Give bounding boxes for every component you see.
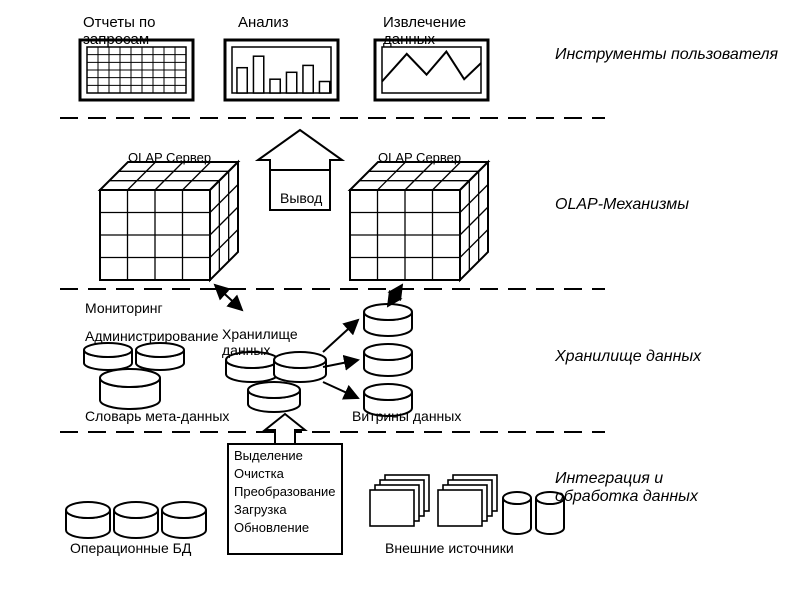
layer-integ-title: Интеграция и обработка данных bbox=[555, 470, 715, 507]
analysis-label: Анализ bbox=[238, 14, 289, 31]
olap-left-label: OLAP Сервер bbox=[128, 151, 211, 166]
opdb-label: Операционные БД bbox=[70, 540, 191, 556]
layer-store-title: Хранилище данных bbox=[555, 348, 701, 366]
svg-text:Загрузка: Загрузка bbox=[234, 502, 287, 517]
olap-right-label: OLAP Сервер bbox=[378, 151, 461, 166]
svg-text:Обновление: Обновление bbox=[234, 520, 309, 535]
extract-label: Извлечение данных bbox=[383, 14, 503, 49]
dict-label: Словарь мета-данных bbox=[85, 408, 229, 424]
svg-text:Преобразование: Преобразование bbox=[234, 484, 336, 499]
reports-label: Отчеты по запросам bbox=[83, 14, 203, 49]
marts-label: Витрины данных bbox=[352, 408, 461, 424]
layer-tools-title: Инструменты пользователя bbox=[555, 46, 778, 64]
ext-label: Внешние источники bbox=[385, 540, 514, 556]
store-label: Хранилище данных bbox=[222, 326, 322, 358]
output-label: Вывод bbox=[280, 190, 322, 206]
monitor-label: Мониторинг bbox=[85, 300, 163, 316]
admin-label: Администрирование bbox=[85, 328, 219, 344]
layer-olap-title: OLAP-Механизмы bbox=[555, 196, 689, 214]
svg-text:Очистка: Очистка bbox=[234, 466, 285, 481]
svg-text:Выделение: Выделение bbox=[234, 448, 303, 463]
